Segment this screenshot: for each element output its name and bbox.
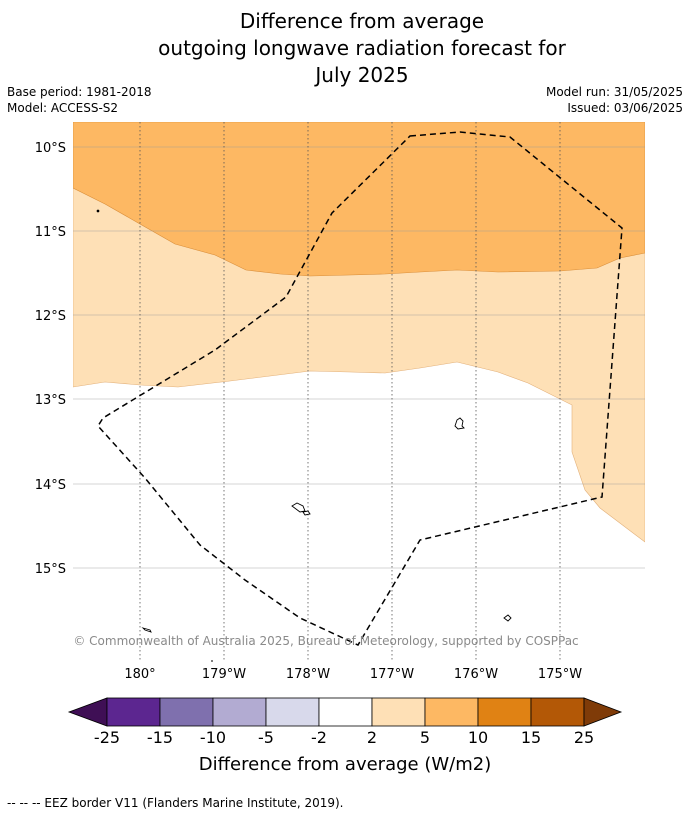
- longitude-gridlines: [139, 122, 561, 660]
- colorbar-cell: [265, 697, 320, 727]
- colorbar-cell: [106, 697, 161, 727]
- colorbar-label: Difference from average (W/m2): [199, 754, 491, 775]
- lat-label: 12°S: [35, 309, 66, 324]
- lon-label: 179°W: [202, 667, 246, 682]
- model-name: Model: ACCESS-S2: [7, 101, 119, 115]
- longitude-labels: 180° 179°W 178°W 177°W 176°W 175°W: [124, 667, 582, 682]
- island-islet: [96, 209, 100, 213]
- eez-border: [97, 131, 623, 646]
- island-south: [503, 614, 512, 622]
- colorbar-cell: [159, 697, 214, 727]
- colorbar-extension-low: [67, 697, 108, 727]
- lon-label: 178°W: [286, 667, 330, 682]
- lon-label: 180°: [124, 667, 155, 682]
- colorbar-tick-label: -25: [94, 728, 120, 747]
- title-line-2: outgoing longwave radiation forecast for: [158, 36, 566, 60]
- lat-label: 11°S: [35, 225, 66, 240]
- meta-left: Base period: 1981-2018 Model: ACCESS-S2: [7, 84, 152, 116]
- title-line-3: July 2025: [315, 63, 409, 87]
- colorbar-tick-label: -5: [258, 728, 274, 747]
- latitude-gridlines: [73, 146, 645, 569]
- lon-label: 175°W: [538, 667, 582, 682]
- copyright-notice: © Commonwealth of Australia 2025, Bureau…: [73, 634, 578, 648]
- island-southwest: [141, 627, 152, 633]
- title-line-1: Difference from average: [239, 9, 485, 33]
- colorbar-tick-label: 10: [468, 728, 488, 747]
- colorbar-tick-label: 25: [574, 728, 594, 747]
- colorbar-tick-label: 5: [420, 728, 430, 747]
- island-east: [454, 417, 465, 430]
- lat-label: 14°S: [35, 478, 66, 493]
- meta-right: Model run: 31/05/2025 Issued: 03/06/2025: [546, 84, 683, 116]
- lat-label: 15°S: [35, 562, 66, 577]
- map-figure: © Commonwealth of Australia 2025, Bureau…: [35, 122, 645, 775]
- colorbar-extension-high: [583, 697, 623, 727]
- colorbar-cell: [530, 697, 585, 727]
- eez-footnote: -- -- -- EEZ border V11 (Flanders Marine…: [7, 796, 344, 810]
- map-plot-area: © Commonwealth of Australia 2025, Bureau…: [73, 122, 645, 660]
- island-central: [291, 502, 306, 513]
- colorbar: -25 -15 -10 -5 -2 2 5 10 15 25 Difference from av…: [67, 697, 623, 775]
- colorbar-cell: [371, 697, 426, 727]
- colorbar-cell: [212, 697, 267, 727]
- anomaly-region-5-10: [73, 122, 645, 277]
- chart-title: Difference from average outgoing longwav…: [0, 8, 690, 89]
- latitude-labels: 10°S 11°S 12°S 13°S 14°S 15°S: [35, 141, 66, 577]
- model-run: Model run: 31/05/2025: [545, 85, 683, 99]
- issued-date: Issued: 03/06/2025: [567, 101, 683, 115]
- island-outlines: [96, 209, 512, 633]
- lat-label: 10°S: [35, 141, 66, 156]
- colorbar-tick-label: -2: [311, 728, 327, 747]
- colorbar-tick-label: 15: [521, 728, 541, 747]
- colorbar-cell: [318, 697, 373, 727]
- colorbar-cell: [477, 697, 532, 727]
- lon-label: 176°W: [454, 667, 498, 682]
- lat-label: 13°S: [35, 393, 66, 408]
- colorbar-tick-label: -10: [200, 728, 226, 747]
- lon-label: 177°W: [370, 667, 414, 682]
- colorbar-tick-label: 2: [367, 728, 377, 747]
- island-central-small: [302, 510, 311, 516]
- colorbar-tick-label: -15: [147, 728, 173, 747]
- base-period: Base period: 1981-2018: [7, 85, 152, 99]
- colorbar-cell: [424, 697, 479, 727]
